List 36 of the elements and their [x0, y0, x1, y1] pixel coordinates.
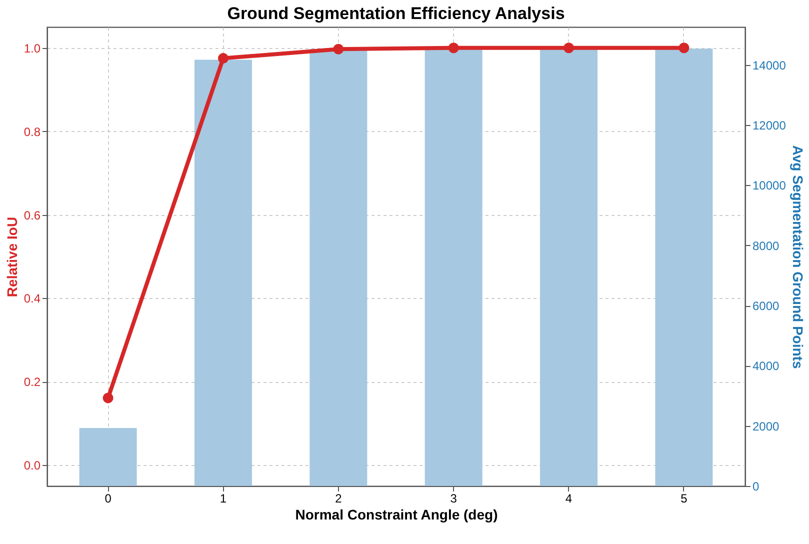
bar: [310, 48, 368, 486]
x-tick-label: 2: [335, 492, 342, 506]
point: [678, 42, 690, 54]
point: [102, 392, 114, 404]
x-tick-label: 1: [220, 492, 227, 506]
y-tick-label: 0.6: [24, 208, 41, 222]
x-tick-label: 3: [450, 492, 458, 506]
point: [448, 42, 459, 54]
y-tick-label: 0.0: [24, 458, 41, 473]
y2-tick-label: 8000: [752, 238, 780, 253]
y-tick-label: 0.2: [24, 375, 41, 390]
y2-tick-label: 14000: [752, 58, 786, 72]
y2-axis-title: Avg Segmentation Ground Points: [790, 145, 806, 369]
y-tick-label: 1.0: [24, 41, 41, 56]
y2-tick-label: 0: [752, 480, 760, 494]
y2-tick-label: 2000: [752, 419, 780, 434]
y2-tick-label: 10000: [752, 178, 786, 193]
x-tick-label: 4: [565, 492, 572, 506]
point: [564, 42, 574, 54]
bar: [194, 60, 252, 486]
y2-tick-label: 6000: [752, 299, 780, 314]
y2-tick-label: 4000: [752, 359, 780, 374]
bar: [424, 48, 482, 486]
point: [333, 44, 344, 54]
bar: [79, 428, 137, 486]
x-axis-title: Normal Constraint Angle (deg): [295, 506, 498, 522]
point: [218, 53, 228, 64]
x-tick-label: 5: [680, 492, 688, 506]
y-tick-label: 0.4: [24, 292, 41, 306]
bar: [655, 48, 713, 486]
y-tick-label: 0.8: [24, 124, 41, 139]
chart-title: Ground Segmentation Efficiency Analysis: [227, 4, 565, 23]
y2-tick-label: 12000: [752, 118, 786, 133]
y-axis-title: Relative IoU: [4, 216, 20, 298]
bar: [540, 48, 598, 486]
x-tick-label: 0: [104, 492, 112, 506]
